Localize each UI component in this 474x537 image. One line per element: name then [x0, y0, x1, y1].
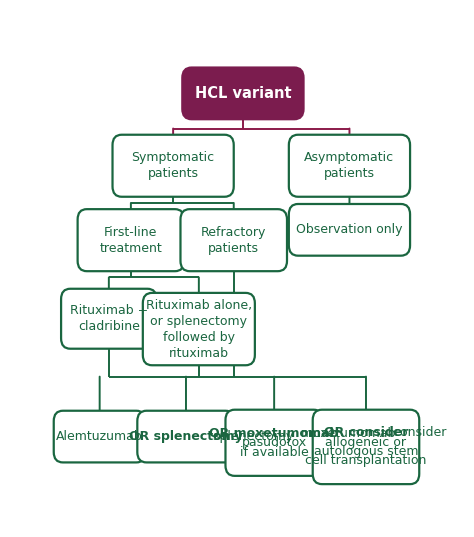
Text: HCL variant: HCL variant — [195, 86, 291, 101]
FancyBboxPatch shape — [181, 209, 287, 271]
Text: OR splenectomy: OR splenectomy — [129, 430, 243, 443]
Text: splenectomy: splenectomy — [209, 430, 293, 443]
Text: Observation only: Observation only — [296, 223, 403, 236]
Text: Rituximab alone,
or splenectomy
followed by
rituximab: Rituximab alone, or splenectomy followed… — [146, 299, 252, 360]
FancyBboxPatch shape — [78, 209, 184, 271]
Text: cell transplantation: cell transplantation — [305, 454, 427, 467]
Text: moxetumomab: moxetumomab — [297, 427, 396, 440]
Text: Symptomatic
patients: Symptomatic patients — [132, 151, 215, 180]
Text: OR moxetumomab: OR moxetumomab — [210, 427, 339, 440]
FancyBboxPatch shape — [54, 411, 146, 462]
Text: Alemtuzumab: Alemtuzumab — [56, 430, 143, 443]
Text: First-line
treatment: First-line treatment — [100, 226, 162, 255]
Text: allogeneic or: allogeneic or — [326, 436, 407, 449]
Text: autologous stem: autologous stem — [314, 445, 418, 458]
Text: Rituximab +
cladribine: Rituximab + cladribine — [70, 304, 148, 333]
Text: consider: consider — [389, 426, 447, 439]
Text: if available: if available — [240, 446, 309, 459]
FancyBboxPatch shape — [313, 410, 419, 484]
Text: pasudotox: pasudotox — [242, 436, 307, 449]
Text: Refractory
patients: Refractory patients — [201, 226, 266, 255]
Text: OR consider: OR consider — [324, 426, 408, 439]
Text: Asymptomatic
patients: Asymptomatic patients — [304, 151, 394, 180]
FancyBboxPatch shape — [112, 135, 234, 197]
FancyBboxPatch shape — [289, 135, 410, 197]
FancyBboxPatch shape — [143, 293, 255, 365]
FancyBboxPatch shape — [226, 410, 323, 476]
FancyBboxPatch shape — [61, 289, 156, 349]
FancyBboxPatch shape — [182, 68, 303, 119]
FancyBboxPatch shape — [137, 411, 235, 462]
FancyBboxPatch shape — [289, 204, 410, 256]
